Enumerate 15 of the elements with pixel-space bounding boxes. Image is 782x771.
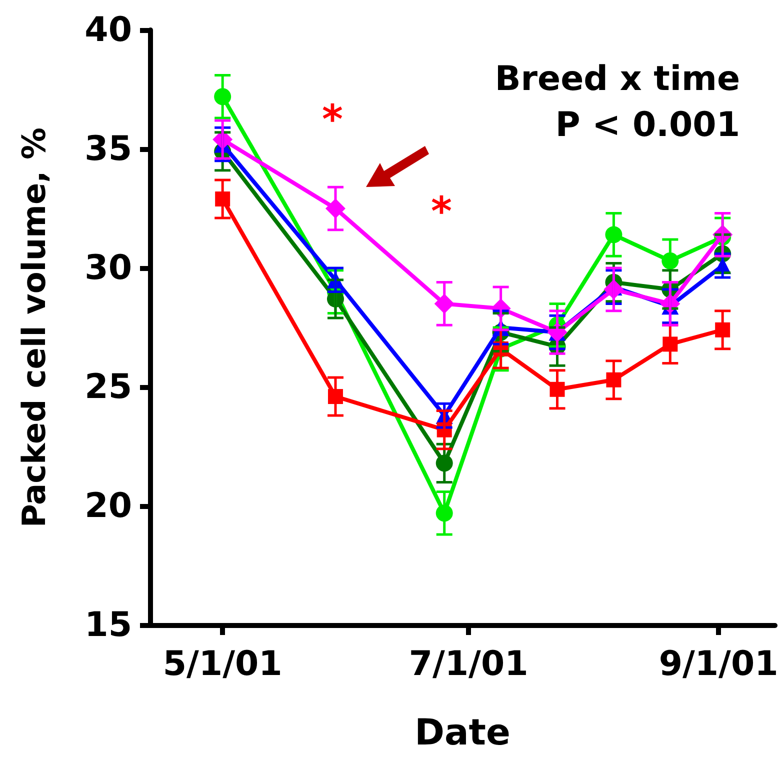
annotation: *: [322, 97, 343, 143]
x-axis-title: Date: [414, 712, 510, 754]
annotation: P < 0.001: [555, 105, 740, 145]
y-axis-title: Packed cell volume, %: [15, 127, 53, 528]
x-tick-label: 5/1/01: [162, 644, 282, 684]
annotation: Breed x time: [494, 59, 740, 99]
y-tick-label: 40: [84, 10, 132, 50]
annotation: *: [431, 189, 452, 235]
y-tick-label: 25: [84, 367, 132, 407]
x-tick-label: 7/1/01: [408, 644, 528, 684]
y-tick-label: 35: [84, 129, 132, 169]
y-tick-label: 15: [84, 605, 132, 645]
y-tick-label: 20: [84, 486, 132, 526]
x-tick-label: 9/1/01: [658, 644, 778, 684]
y-tick-label: 30: [84, 248, 132, 288]
